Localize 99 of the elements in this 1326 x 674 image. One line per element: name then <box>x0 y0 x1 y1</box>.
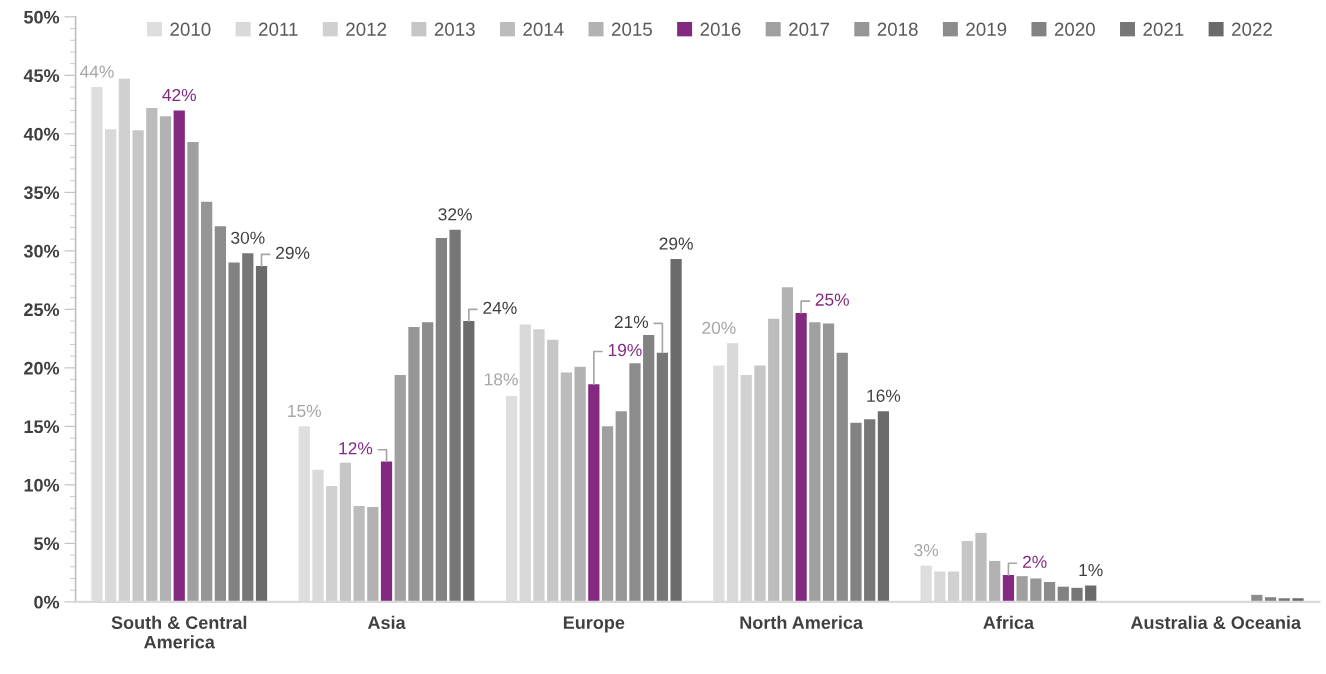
y-tick-label: 10% <box>24 478 60 492</box>
data-label: 24% <box>483 301 517 314</box>
bar <box>463 321 475 602</box>
bar <box>187 142 199 602</box>
bar <box>1292 598 1304 602</box>
data-label: 25% <box>815 293 849 306</box>
bar <box>380 461 393 602</box>
data-label: 18% <box>484 373 518 386</box>
bar <box>795 312 807 602</box>
bar <box>146 108 158 602</box>
legend-label: 2011 <box>259 22 298 36</box>
bar <box>201 201 213 602</box>
bar <box>643 335 655 602</box>
bar <box>877 411 890 602</box>
bar <box>989 560 1001 602</box>
legend-label: 2016 <box>700 22 741 36</box>
data-label: 29% <box>276 246 310 260</box>
bar <box>809 322 821 602</box>
y-tick-label: 5% <box>34 537 60 551</box>
y-tick-label: 35% <box>23 186 60 200</box>
bar <box>574 366 586 602</box>
legend-label: 2015 <box>611 22 652 36</box>
data-label: 29% <box>659 237 693 250</box>
data-label: 44% <box>79 65 114 78</box>
bar <box>836 352 848 602</box>
bar <box>408 326 420 602</box>
bar <box>850 422 862 602</box>
bar <box>435 237 448 602</box>
bar <box>547 339 559 602</box>
bar <box>588 384 600 602</box>
bar <box>422 322 434 602</box>
y-tick-label: 0% <box>34 595 60 609</box>
bar <box>449 229 461 602</box>
bar <box>367 507 379 602</box>
data-label: 2% <box>1023 555 1047 568</box>
bar <box>228 262 240 602</box>
bar <box>173 110 185 602</box>
data-label: 12% <box>339 442 373 455</box>
bar <box>822 323 835 602</box>
bar <box>1002 574 1015 602</box>
y-tick-label: 15% <box>24 420 60 434</box>
y-tick-label: 40% <box>23 127 60 141</box>
bar <box>1043 581 1056 602</box>
bar <box>132 130 144 602</box>
bar <box>339 462 352 602</box>
legend-label: 2020 <box>1054 22 1095 36</box>
x-tick-label: Africa <box>983 615 1035 630</box>
bar <box>560 372 573 602</box>
bar <box>255 266 268 602</box>
bar <box>1057 586 1069 602</box>
data-label: 42% <box>162 88 196 102</box>
y-tick-label: 30% <box>23 244 60 258</box>
data-label: 32% <box>438 208 472 221</box>
data-label: 21% <box>614 315 649 328</box>
data-label: 1% <box>1079 564 1103 577</box>
bar <box>1016 576 1028 602</box>
bar <box>159 116 172 602</box>
legend-label: 2013 <box>434 22 475 36</box>
bar <box>768 318 780 602</box>
bar <box>1030 578 1042 602</box>
bar <box>961 541 973 602</box>
x-tick-label: Australia & Oceania <box>1130 615 1302 630</box>
legend-label: 2012 <box>346 22 387 36</box>
x-tick-label: Europe <box>563 616 625 633</box>
x-tick-label: North America <box>740 615 864 630</box>
bar <box>864 419 876 602</box>
legend-label: 2021 <box>1143 22 1184 36</box>
y-tick-label: 45% <box>23 69 60 83</box>
bar <box>214 226 226 602</box>
legend-label: 2018 <box>877 22 918 36</box>
bar <box>353 505 365 602</box>
legend-label: 2017 <box>789 22 829 36</box>
bar <box>394 374 406 602</box>
bar <box>656 352 669 602</box>
legend-label: 2014 <box>523 22 564 36</box>
data-label: 30% <box>231 231 265 244</box>
bar <box>629 363 641 602</box>
bar <box>242 253 254 602</box>
bar <box>670 259 682 602</box>
y-tick-label: 25% <box>24 303 60 317</box>
data-label: 20% <box>702 321 736 335</box>
data-label: 3% <box>914 544 939 557</box>
bar <box>1071 587 1083 602</box>
legend-label: 2022 <box>1232 22 1272 36</box>
bar <box>975 532 987 602</box>
y-tick-label: 20% <box>24 361 60 375</box>
bar <box>781 287 794 602</box>
bar <box>754 365 766 602</box>
data-label: 19% <box>608 343 642 357</box>
legend-label: 2019 <box>966 22 1007 36</box>
data-label: 16% <box>867 389 901 402</box>
bar <box>1085 585 1097 602</box>
x-tick-label: Asia <box>367 615 406 630</box>
bar <box>601 426 614 602</box>
bar <box>615 411 627 602</box>
x-tick-label: South & Central America <box>111 615 247 649</box>
y-tick-label: 50% <box>24 10 60 24</box>
legend-label: 2010 <box>170 22 211 36</box>
data-label: 15% <box>288 404 321 418</box>
